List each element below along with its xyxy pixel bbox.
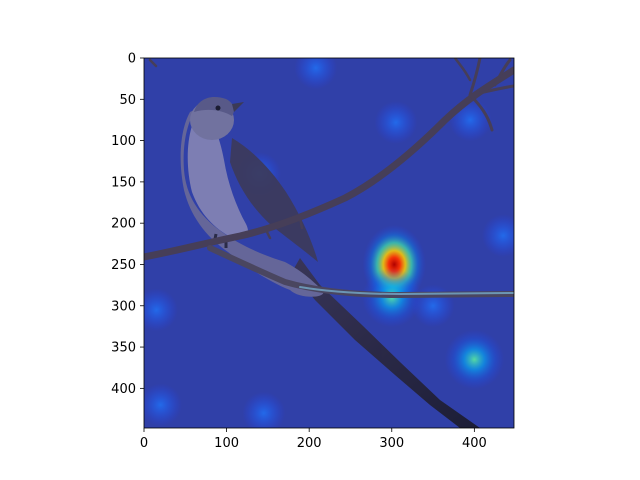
plot-frame xyxy=(143,57,515,429)
y-tick-label: 0 xyxy=(128,52,136,67)
photo-heatmap-image xyxy=(144,58,514,428)
bird-breast xyxy=(187,110,249,240)
heatmap-hotspot-6 xyxy=(374,100,418,144)
y-tick-label: 400 xyxy=(111,382,136,397)
bird-tail xyxy=(292,258,480,428)
y-axis: 0 50 100 150 200 250 300 350 400 xyxy=(111,52,144,397)
x-tick-label: 100 xyxy=(214,436,239,451)
heatmap-hotspot-3 xyxy=(411,284,455,328)
bird-wing xyxy=(230,138,318,262)
bird-cap xyxy=(194,96,234,116)
bird-eye xyxy=(215,105,221,111)
heatmap-hotspot-9 xyxy=(242,391,286,428)
heatmap-hotspot-7 xyxy=(294,58,338,90)
y-tick-label: 50 xyxy=(119,93,136,108)
x-tick-label: 300 xyxy=(379,436,404,451)
heatmap-hotspot-11 xyxy=(481,214,514,258)
lower-branch-highlight xyxy=(299,286,514,296)
y-tick-label: 150 xyxy=(111,175,136,190)
twig-top-left xyxy=(148,58,472,82)
bird-body xyxy=(180,108,324,297)
x-tick-label: 200 xyxy=(297,436,322,451)
y-tick-label: 200 xyxy=(111,217,136,232)
heatmap-hotspot-10 xyxy=(144,288,178,332)
main-branch xyxy=(144,66,514,261)
branches xyxy=(144,58,514,299)
y-tick-label: 250 xyxy=(111,258,136,273)
y-tick-label: 300 xyxy=(111,299,136,314)
y-tick-label: 350 xyxy=(111,341,136,356)
y-tick-label: 100 xyxy=(111,134,136,149)
x-tick-label: 400 xyxy=(462,436,487,451)
x-tick-label: 0 xyxy=(140,436,148,451)
heatmap-hotspot-4 xyxy=(444,329,505,390)
bird-beak xyxy=(232,102,244,112)
small-sprig xyxy=(263,216,304,240)
bird-silhouette xyxy=(180,96,480,428)
heatmap-hotspot-12 xyxy=(144,383,182,427)
x-axis: 0 100 200 300 400 xyxy=(140,428,487,451)
heatmap-hotspot-5 xyxy=(448,98,492,142)
twig-top xyxy=(468,58,514,132)
